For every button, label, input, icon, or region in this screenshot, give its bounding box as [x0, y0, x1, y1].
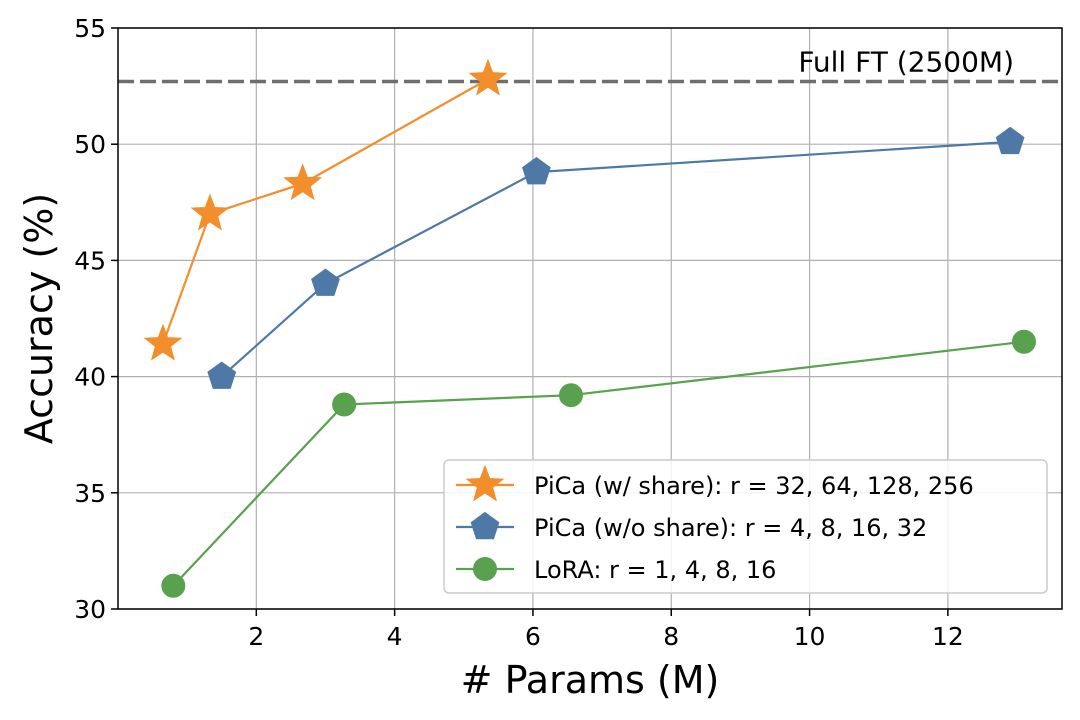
legend-box [443, 459, 1048, 594]
data-point-pentagon [207, 361, 237, 389]
x-tick-label: 8 [663, 622, 679, 651]
legend-marker-pentagon [470, 511, 500, 540]
data-point-pentagon [311, 268, 340, 296]
data-point-circle [558, 383, 583, 408]
data-point-star [283, 163, 323, 201]
series-pentagon [207, 126, 1025, 389]
series-group [143, 58, 1036, 598]
x-tick-label: 12 [932, 622, 964, 651]
data-point-pentagon [522, 156, 551, 185]
data-point-star [468, 58, 508, 96]
series-line [161, 78, 489, 345]
x-tick-label: 4 [387, 622, 403, 651]
series-circle [161, 329, 1036, 598]
plot-frame [117, 27, 1063, 610]
legend-marker-star [465, 464, 505, 502]
data-point-circle [332, 392, 357, 417]
x-tick-label: 6 [525, 622, 541, 651]
series-star [143, 58, 508, 361]
y-tick-label: 35 [74, 479, 106, 508]
data-point-circle [1011, 329, 1036, 354]
legend-label: PiCa (w/ share): r = 32, 64, 128, 256 [534, 472, 974, 500]
ticks: 2 4 6 8 10 12 30 35 40 45 50 55 [74, 14, 964, 651]
x-tick-label: 2 [248, 622, 264, 651]
series-line [172, 340, 1025, 587]
full-ft-reference-label: Full FT (2500M) [798, 45, 1014, 78]
data-point-pentagon [995, 126, 1025, 155]
y-tick-label: 40 [74, 363, 106, 392]
y-axis-title: Accuracy (%) [17, 193, 61, 444]
y-tick-label: 50 [74, 130, 106, 159]
legend-label: PiCa (w/o share): r = 4, 8, 16, 32 [534, 514, 927, 542]
series-line [221, 140, 1011, 378]
data-point-star [190, 193, 230, 231]
data-point-star [143, 323, 183, 361]
x-axis-title: # Params (M) [461, 658, 720, 702]
reference-line-group: Full FT (2500M) [118, 45, 1062, 84]
legend: PiCa (w/ share): r = 32, 64, 128, 256 PiC… [443, 459, 1048, 594]
data-point-circle [161, 573, 186, 598]
y-tick-label: 55 [74, 14, 106, 43]
legend-marker-circle [473, 557, 497, 581]
x-tick-label: 10 [794, 622, 826, 651]
legend-label: LoRA: r = 1, 4, 8, 16 [534, 556, 776, 584]
y-tick-label: 30 [74, 595, 106, 624]
y-tick-label: 45 [74, 246, 106, 275]
